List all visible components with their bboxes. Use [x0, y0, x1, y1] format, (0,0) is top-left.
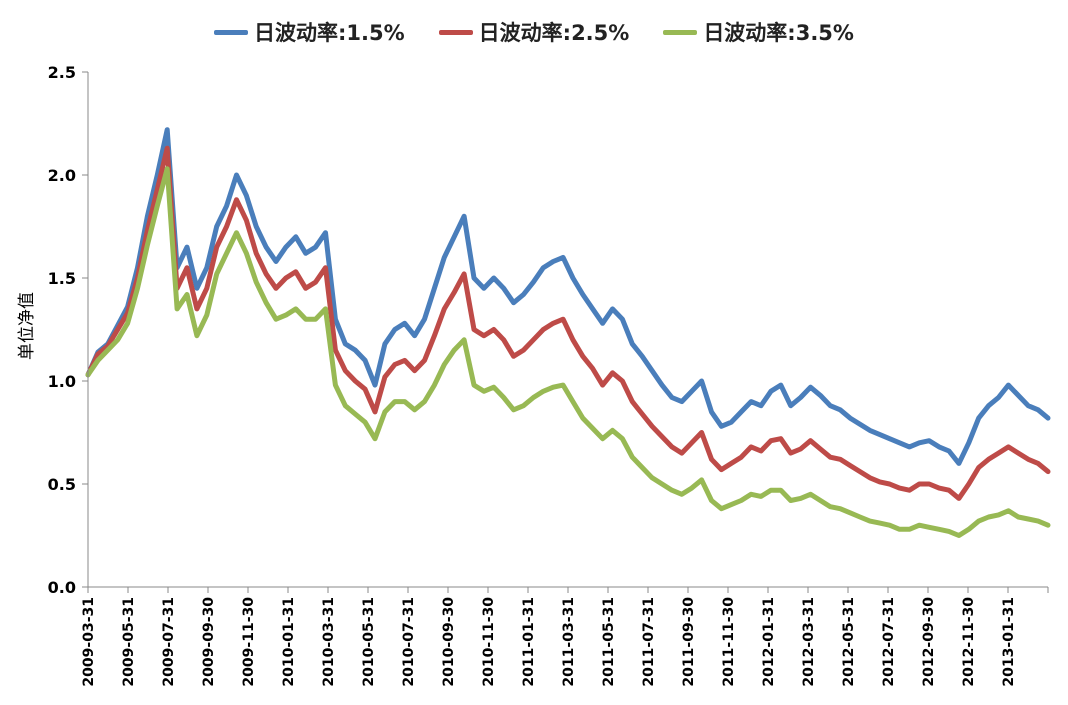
x-tick-label: 2010-01-31: [281, 597, 297, 687]
legend-swatch-series-3: [663, 29, 698, 35]
x-tick-label: 2010-11-30: [481, 597, 497, 687]
x-tick-label: 2010-03-31: [321, 597, 337, 687]
x-tick-label: 2012-01-31: [761, 597, 777, 687]
x-tick-label: 2012-11-30: [961, 597, 977, 687]
series-line-2: [85, 145, 1051, 501]
x-tick-label: 2009-09-30: [201, 597, 217, 687]
y-tick-label: 0.5: [48, 475, 76, 494]
legend-swatch-series-2: [438, 29, 473, 35]
x-tick-label: 2009-07-31: [161, 597, 177, 687]
x-tick-label: 2011-07-31: [641, 597, 657, 687]
legend-label-series-1: 日波动率:1.5%: [254, 21, 405, 45]
x-tick-label: 2012-03-31: [801, 597, 817, 687]
legend: 日波动率:1.5% 日波动率:2.5% 日波动率:3.5%: [0, 14, 1068, 50]
legend-swatch-series-1: [214, 29, 249, 35]
x-tick-label: 2011-11-30: [721, 597, 737, 687]
x-tick-label: 2010-07-31: [401, 597, 417, 687]
x-tick-label: 2010-09-30: [441, 597, 457, 687]
x-tick-label: 2011-05-31: [601, 597, 617, 687]
legend-label-series-2: 日波动率:2.5%: [478, 21, 630, 45]
x-tick-label: 2012-07-31: [881, 597, 897, 687]
x-tick-label: 2012-05-31: [841, 597, 857, 687]
x-tick-label: 2009-05-31: [121, 597, 137, 687]
x-tick-label: 2010-05-31: [361, 597, 377, 687]
x-tick-label: 2009-11-30: [241, 597, 257, 687]
y-tick-label: 2.5: [48, 63, 76, 82]
x-tick-label: 2009-03-31: [81, 597, 97, 687]
y-tick-label: 1.5: [48, 269, 76, 288]
y-tick-label: 2.0: [48, 166, 76, 185]
legend-item-series-3: 日波动率:3.5%: [663, 17, 854, 47]
x-tick-label: 2011-01-31: [521, 597, 537, 687]
legend-label-series-3: 日波动率:3.5%: [703, 21, 854, 45]
x-tick-label: 2011-09-30: [681, 597, 697, 687]
series-line-1: [85, 127, 1051, 466]
y-tick-label: 1.0: [48, 372, 76, 391]
y-tick-label: 0.0: [48, 578, 76, 597]
x-tick-label: 2011-03-31: [561, 597, 577, 687]
x-tick-label: 2013-01-31: [1001, 597, 1017, 687]
x-tick-label: 2012-09-30: [921, 597, 937, 687]
legend-item-series-1: 日波动率:1.5%: [214, 17, 405, 47]
series-line-3: [85, 166, 1051, 538]
legend-item-series-2: 日波动率:2.5%: [438, 17, 630, 47]
